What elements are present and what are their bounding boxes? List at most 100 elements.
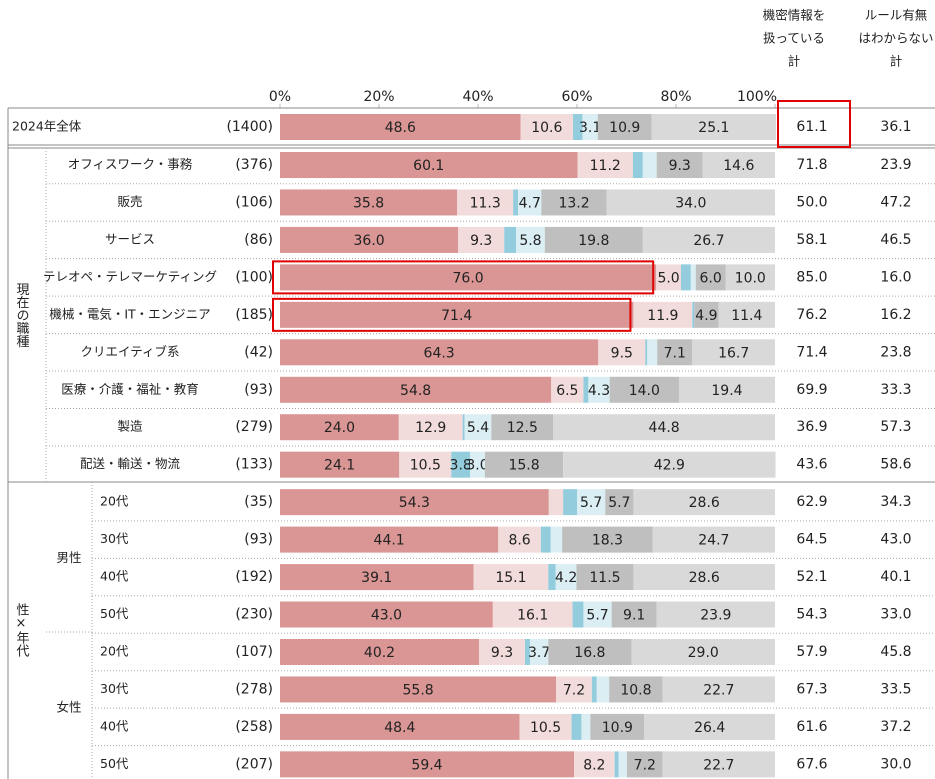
bar-segment: [657, 339, 693, 366]
highlight: [777, 100, 851, 148]
bar-segment: [582, 114, 598, 140]
bar-segment: [541, 189, 607, 216]
bar-segment: [590, 713, 645, 740]
bar-segment: [280, 226, 459, 253]
bar-segment: [280, 751, 575, 778]
data-label: 10.9: [602, 720, 633, 736]
bar-segment: [626, 751, 663, 778]
data-label: 7.2: [634, 757, 656, 773]
bar-segment: [718, 301, 775, 328]
data-label: 3.0: [466, 458, 488, 474]
bar-segment: [555, 564, 577, 591]
total-value: 71.4: [796, 344, 827, 360]
data-label: 42.9: [654, 458, 685, 474]
data-label: 28.6: [689, 570, 720, 586]
data-label: 29.0: [688, 645, 719, 661]
data-label: 5.7: [580, 495, 602, 511]
n-label: (258): [235, 719, 273, 735]
row-label: 50代: [100, 756, 129, 771]
bar-segment: [280, 638, 479, 665]
data-label: 10.0: [735, 270, 766, 286]
bar-segment: [651, 114, 776, 140]
bar-segment: [588, 376, 610, 403]
total-value: 33.0: [880, 607, 911, 623]
n-label: (192): [235, 569, 273, 585]
bar-segment: [280, 339, 599, 366]
total-value: 36.1: [880, 119, 911, 135]
n-label: (93): [244, 532, 273, 548]
data-label: 12.5: [507, 420, 538, 436]
bar-segment: [491, 414, 554, 441]
bar-segment: [572, 601, 584, 628]
bar-segment: [614, 751, 619, 778]
total-value: 57.3: [880, 419, 911, 435]
total-value: 76.2: [796, 307, 827, 323]
total-value: 33.5: [880, 681, 911, 697]
data-label: 4.2: [555, 570, 577, 586]
data-label: 24.7: [698, 533, 729, 549]
total-value: 85.0: [796, 269, 827, 285]
bar-segment: [618, 751, 627, 778]
n-label: (278): [235, 681, 273, 697]
row-label: 医療・介護・福祉・教育: [61, 381, 199, 396]
data-label: 64.3: [424, 345, 455, 361]
data-label: 9.5: [611, 345, 633, 361]
bar-segment: [656, 152, 703, 178]
total-value: 30.0: [880, 756, 911, 772]
data-label: 4.9: [695, 308, 717, 324]
row-label: 30代: [100, 681, 129, 696]
total-value: 50.0: [796, 194, 827, 210]
data-label: 18.3: [592, 533, 623, 549]
bar-segment: [280, 526, 499, 553]
x-tick-label: 20%: [363, 89, 394, 105]
bar-segment: [662, 676, 775, 703]
data-label: 14.0: [629, 383, 660, 399]
bar-segment: [702, 152, 775, 178]
data-label: 54.3: [399, 495, 430, 511]
bar-segment: [280, 601, 493, 628]
bar-segment: [574, 751, 615, 778]
total-value: 16.0: [880, 269, 911, 285]
data-label: 8.6: [508, 533, 530, 549]
data-label: 22.7: [703, 682, 734, 698]
bar-segment: [642, 152, 657, 178]
bar-segment: [280, 451, 400, 478]
row-label: 販売: [117, 194, 142, 209]
data-label: 15.1: [495, 570, 526, 586]
n-label: (35): [244, 494, 273, 510]
bar-segment: [581, 713, 591, 740]
data-label: 16.8: [574, 645, 605, 661]
bar-segment: [462, 414, 465, 441]
row-label: サービス: [105, 231, 155, 246]
bar-segment: [551, 376, 584, 403]
total-value: 33.3: [880, 382, 911, 398]
data-label: 71.4: [441, 308, 472, 324]
n-label: (93): [244, 382, 273, 398]
data-label: 19.4: [711, 383, 742, 399]
n-label: (86): [244, 232, 273, 248]
total-value: 34.3: [880, 494, 911, 510]
bar-segment: [690, 264, 696, 291]
row-label: テレオペ・テレマーケティング: [43, 269, 217, 284]
n-label: (185): [235, 307, 273, 323]
bar-segment: [597, 114, 652, 140]
data-label: 12.9: [415, 420, 446, 436]
data-label: 10.9: [609, 120, 640, 136]
bar-segment: [516, 226, 545, 253]
total-value: 16.2: [880, 307, 911, 323]
data-label: 7.1: [664, 345, 686, 361]
data-label: 4.3: [588, 383, 610, 399]
bar-segment: [577, 489, 606, 516]
total-value: 57.9: [796, 644, 827, 660]
bar-segment: [645, 339, 648, 366]
bar-segment: [280, 301, 634, 328]
data-label: 13.2: [558, 195, 589, 211]
bar-segment: [596, 676, 610, 703]
bar-segment: [519, 713, 572, 740]
n-label: (1400): [226, 119, 273, 135]
bar-segment: [583, 601, 612, 628]
data-label: 9.3: [491, 645, 513, 661]
total-value: 23.8: [880, 344, 911, 360]
bar-segment: [556, 676, 592, 703]
